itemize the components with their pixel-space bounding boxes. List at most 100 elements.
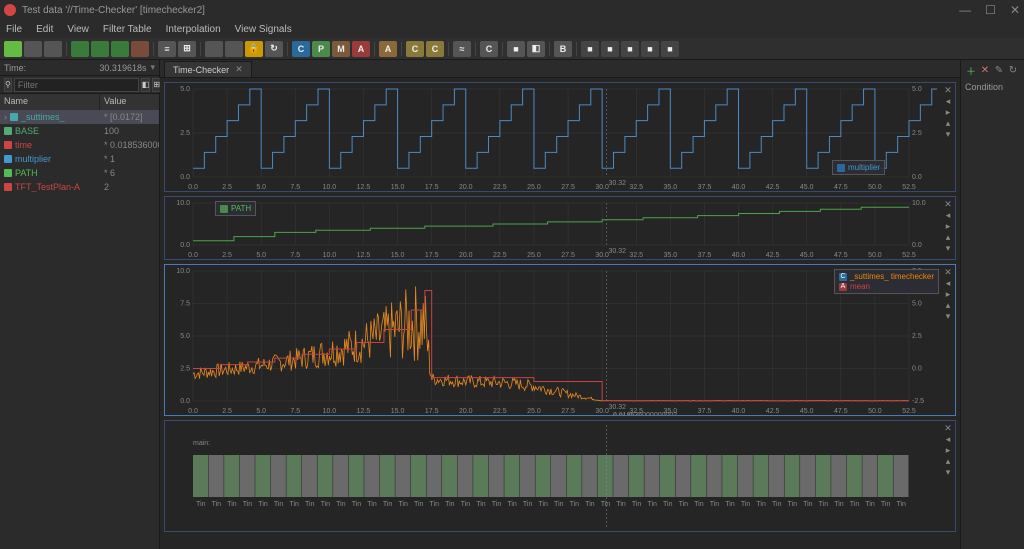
add-button[interactable]: ＋ [965, 64, 977, 76]
svg-text:17.5: 17.5 [425, 184, 439, 191]
toolbar-btn-27[interactable]: ≈ [453, 41, 471, 57]
chart-ctrl-3[interactable]: ▴ [943, 118, 953, 128]
time-dropdown-icon[interactable]: ▾ [150, 62, 155, 73]
menu-view[interactable]: View [67, 24, 89, 35]
tree-row-1[interactable]: BASE100 [0, 124, 159, 138]
toolbar-btn-36[interactable]: ■ [581, 41, 599, 57]
toolbar-btn-14[interactable]: 🔒 [245, 41, 263, 57]
chart-ctrl-3[interactable]: ▴ [943, 300, 953, 310]
chart-multiplier[interactable]: 0.02.55.07.510.012.515.017.520.022.525.0… [164, 82, 956, 192]
filter-icon[interactable]: ⚲ [4, 78, 12, 92]
chart-suttimes[interactable]: 0.02.55.07.510.012.515.017.520.022.525.0… [164, 264, 956, 416]
toolbar-btn-17[interactable]: C [292, 41, 310, 57]
toolbar-btn-38[interactable]: ■ [621, 41, 639, 57]
chart-ctrl-2[interactable]: ▸ [943, 107, 953, 117]
chart-ctrl-2[interactable]: ▸ [943, 445, 953, 455]
close-button[interactable]: ✕ [1010, 3, 1020, 17]
svg-text:Tin: Tin [881, 501, 891, 508]
tree-row-2[interactable]: time* 0.018536000... [0, 138, 159, 152]
toolbar-btn-39[interactable]: ■ [641, 41, 659, 57]
chart-ctrl-4[interactable]: ▾ [943, 129, 953, 139]
chart-ctrl-4[interactable]: ▾ [943, 243, 953, 253]
svg-text:15.0: 15.0 [391, 252, 405, 259]
svg-text:0.0: 0.0 [180, 242, 190, 249]
toolbar-btn-12[interactable] [205, 41, 223, 57]
tree-row-3[interactable]: multiplier* 1 [0, 152, 159, 166]
chart-ctrl-0[interactable]: ✕ [943, 267, 953, 277]
menu-filter-table[interactable]: Filter Table [103, 24, 152, 35]
toolbar-btn-9[interactable]: ≡ [158, 41, 176, 57]
tab-time-checker[interactable]: Time-Checker ✕ [164, 61, 252, 77]
toolbar-btn-29[interactable]: C [480, 41, 498, 57]
svg-text:Tin: Tin [741, 501, 751, 508]
chart-main[interactable]: main:TinTinTinTinTinTinTinTinTinTinTinTi… [164, 420, 956, 532]
chart-ctrl-0[interactable]: ✕ [943, 423, 953, 433]
toolbar-btn-32[interactable]: ◧ [527, 41, 545, 57]
toolbar-btn-13[interactable] [225, 41, 243, 57]
toolbar-btn-7[interactable] [131, 41, 149, 57]
svg-text:Tin: Tin [538, 501, 548, 508]
toolbar-btn-4[interactable] [71, 41, 89, 57]
toolbar-btn-24[interactable]: C [406, 41, 424, 57]
svg-text:35.0: 35.0 [664, 184, 678, 191]
svg-text:27.5: 27.5 [561, 408, 575, 415]
chart-ctrl-1[interactable]: ◂ [943, 210, 953, 220]
toolbar-btn-1[interactable] [24, 41, 42, 57]
tab-label: Time-Checker [173, 65, 229, 75]
chart-ctrl-4[interactable]: ▾ [943, 311, 953, 321]
toolbar-btn-5[interactable] [91, 41, 109, 57]
chart-ctrl-2[interactable]: ▸ [943, 289, 953, 299]
menu-interpolation[interactable]: Interpolation [166, 24, 221, 35]
toolbar-btn-37[interactable]: ■ [601, 41, 619, 57]
toolbar-btn-19[interactable]: M [332, 41, 350, 57]
toolbar-btn-10[interactable]: ⊞ [178, 41, 196, 57]
toolbar-btn-0[interactable] [4, 41, 22, 57]
menu-edit[interactable]: Edit [36, 24, 53, 35]
tree-header-name[interactable]: Name [0, 94, 100, 110]
chart-ctrl-1[interactable]: ◂ [943, 96, 953, 106]
refresh-button[interactable]: ↻ [1007, 64, 1019, 76]
toolbar: ≡⊞🔒↻CPMAACC≈C■◧B■■■■■ [0, 38, 1024, 60]
tree-row-0[interactable]: ›_suttimes_* [0.0172] [0, 110, 159, 124]
svg-text:20.0: 20.0 [459, 408, 473, 415]
toolbar-btn-6[interactable] [111, 41, 129, 57]
remove-button[interactable]: ✕ [979, 64, 991, 76]
chart-ctrl-4[interactable]: ▾ [943, 467, 953, 477]
signal-panel: Time: 30.319618s ▾ ⚲ ◧ ⊞ Name Value ›_su… [0, 60, 160, 549]
chart-ctrl-1[interactable]: ◂ [943, 278, 953, 288]
toolbar-btn-31[interactable]: ■ [507, 41, 525, 57]
toolbar-btn-34[interactable]: B [554, 41, 572, 57]
toolbar-btn-15[interactable]: ↻ [265, 41, 283, 57]
chart-ctrl-2[interactable]: ▸ [943, 221, 953, 231]
tree-header-value[interactable]: Value [100, 94, 159, 110]
chart-ctrl-0[interactable]: ✕ [943, 199, 953, 209]
svg-text:10.0: 10.0 [176, 268, 190, 275]
maximize-button[interactable]: ☐ [985, 3, 996, 17]
svg-text:Tin: Tin [243, 501, 253, 508]
toolbar-btn-22[interactable]: A [379, 41, 397, 57]
filter-input[interactable] [14, 78, 139, 92]
menu-view-signals[interactable]: View Signals [235, 24, 292, 35]
minimize-button[interactable]: — [959, 3, 971, 17]
menu-file[interactable]: File [6, 24, 22, 35]
tree-row-4[interactable]: PATH* 6 [0, 166, 159, 180]
edit-button[interactable]: ✎ [993, 64, 1005, 76]
svg-text:42.5: 42.5 [766, 184, 780, 191]
chart-ctrl-3[interactable]: ▴ [943, 232, 953, 242]
svg-text:40.0: 40.0 [732, 408, 746, 415]
toolbar-btn-40[interactable]: ■ [661, 41, 679, 57]
chart-ctrl-3[interactable]: ▴ [943, 456, 953, 466]
tab-close-icon[interactable]: ✕ [235, 64, 243, 75]
chart-ctrl-1[interactable]: ◂ [943, 434, 953, 444]
chart-ctrl-0[interactable]: ✕ [943, 85, 953, 95]
filter-opt-1[interactable]: ◧ [141, 78, 151, 92]
svg-text:Tin: Tin [398, 501, 408, 508]
toolbar-btn-20[interactable]: A [352, 41, 370, 57]
toolbar-btn-18[interactable]: P [312, 41, 330, 57]
chart-path[interactable]: 0.02.55.07.510.012.515.017.520.022.525.0… [164, 196, 956, 260]
tree-row-5[interactable]: TFT_TestPlan-A2 [0, 180, 159, 194]
svg-text:0.0: 0.0 [180, 398, 190, 405]
toolbar-btn-25[interactable]: C [426, 41, 444, 57]
toolbar-btn-2[interactable] [44, 41, 62, 57]
svg-text:5.0: 5.0 [256, 408, 266, 415]
